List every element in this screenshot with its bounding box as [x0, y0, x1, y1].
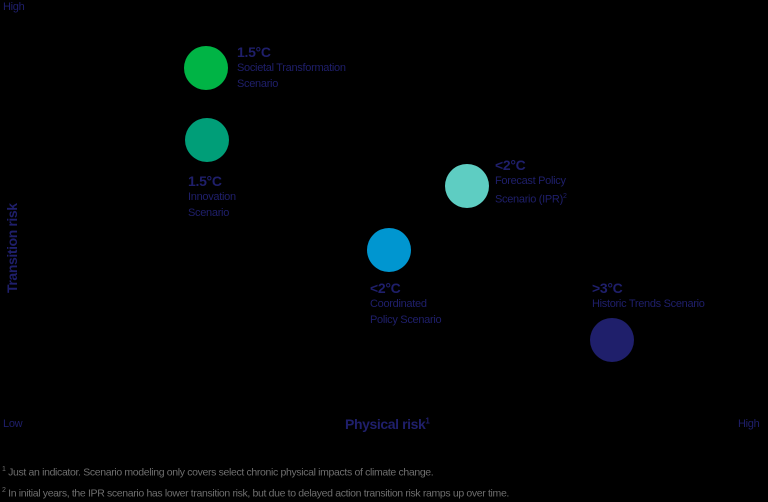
scenario-name-line2: Scenario [237, 76, 346, 92]
x-axis-low-label: Low [3, 418, 22, 430]
scenario-temperature: 1.5°C [188, 173, 236, 189]
footnote-1: 1 Just an indicator. Scenario modeling o… [2, 461, 509, 482]
scenario-dot-coordinated-policy [367, 228, 411, 272]
scenario-temperature: <2°C [370, 280, 441, 296]
footnote-marker: 1 [2, 466, 6, 473]
x-axis-title-footnote-marker: 1 [425, 416, 429, 425]
scenario-name-line2-wrap: Scenario (IPR)2 [495, 189, 567, 208]
footnote-marker: 2 [2, 487, 6, 494]
scenario-temperature: <2°C [495, 157, 567, 173]
footnote-text: Just an indicator. Scenario modeling onl… [8, 467, 433, 479]
scenario-label-coordinated-policy: <2°C Coordinated Policy Scenario [370, 280, 441, 328]
x-axis-title-text: Physical risk [345, 416, 425, 432]
scenario-name-line1: Forecast Policy [495, 173, 567, 189]
scenario-name-line1: Innovation [188, 189, 236, 205]
scenario-name-line2: Policy Scenario [370, 312, 441, 328]
scenario-temperature: 1.5°C [237, 44, 346, 60]
scenario-label-historic-trends: >3°C Historic Trends Scenario [592, 280, 705, 312]
scenario-label-forecast-policy: <2°C Forecast Policy Scenario (IPR)2 [495, 157, 567, 208]
scenario-dot-historic-trends [590, 318, 634, 362]
scenario-temperature: >3°C [592, 280, 705, 296]
scenario-dot-forecast-policy [445, 164, 489, 208]
scenario-name-line2: Scenario (IPR) [495, 194, 563, 206]
footnote-text: In initial years, the IPR scenario has l… [8, 487, 509, 499]
scenario-footnote-marker: 2 [563, 193, 567, 200]
scenario-name-line1: Societal Transformation [237, 60, 346, 76]
scenario-name-line1: Coordinated [370, 296, 441, 312]
x-axis-title: Physical risk1 [345, 416, 429, 432]
footnotes: 1 Just an indicator. Scenario modeling o… [2, 461, 509, 502]
scenario-label-innovation: 1.5°C Innovation Scenario [188, 173, 236, 221]
y-axis-title: Transition risk [4, 203, 20, 293]
scenario-dot-innovation [185, 118, 229, 162]
scenario-dot-societal-transformation [184, 46, 228, 90]
scenario-name-line1: Historic Trends Scenario [592, 296, 705, 312]
x-axis-high-label: High [738, 418, 759, 430]
y-axis-high-label: High [3, 1, 24, 13]
scenario-label-societal-transformation: 1.5°C Societal Transformation Scenario [237, 44, 346, 92]
scenario-name-line2: Scenario [188, 205, 236, 221]
footnote-2: 2 In initial years, the IPR scenario has… [2, 482, 509, 502]
